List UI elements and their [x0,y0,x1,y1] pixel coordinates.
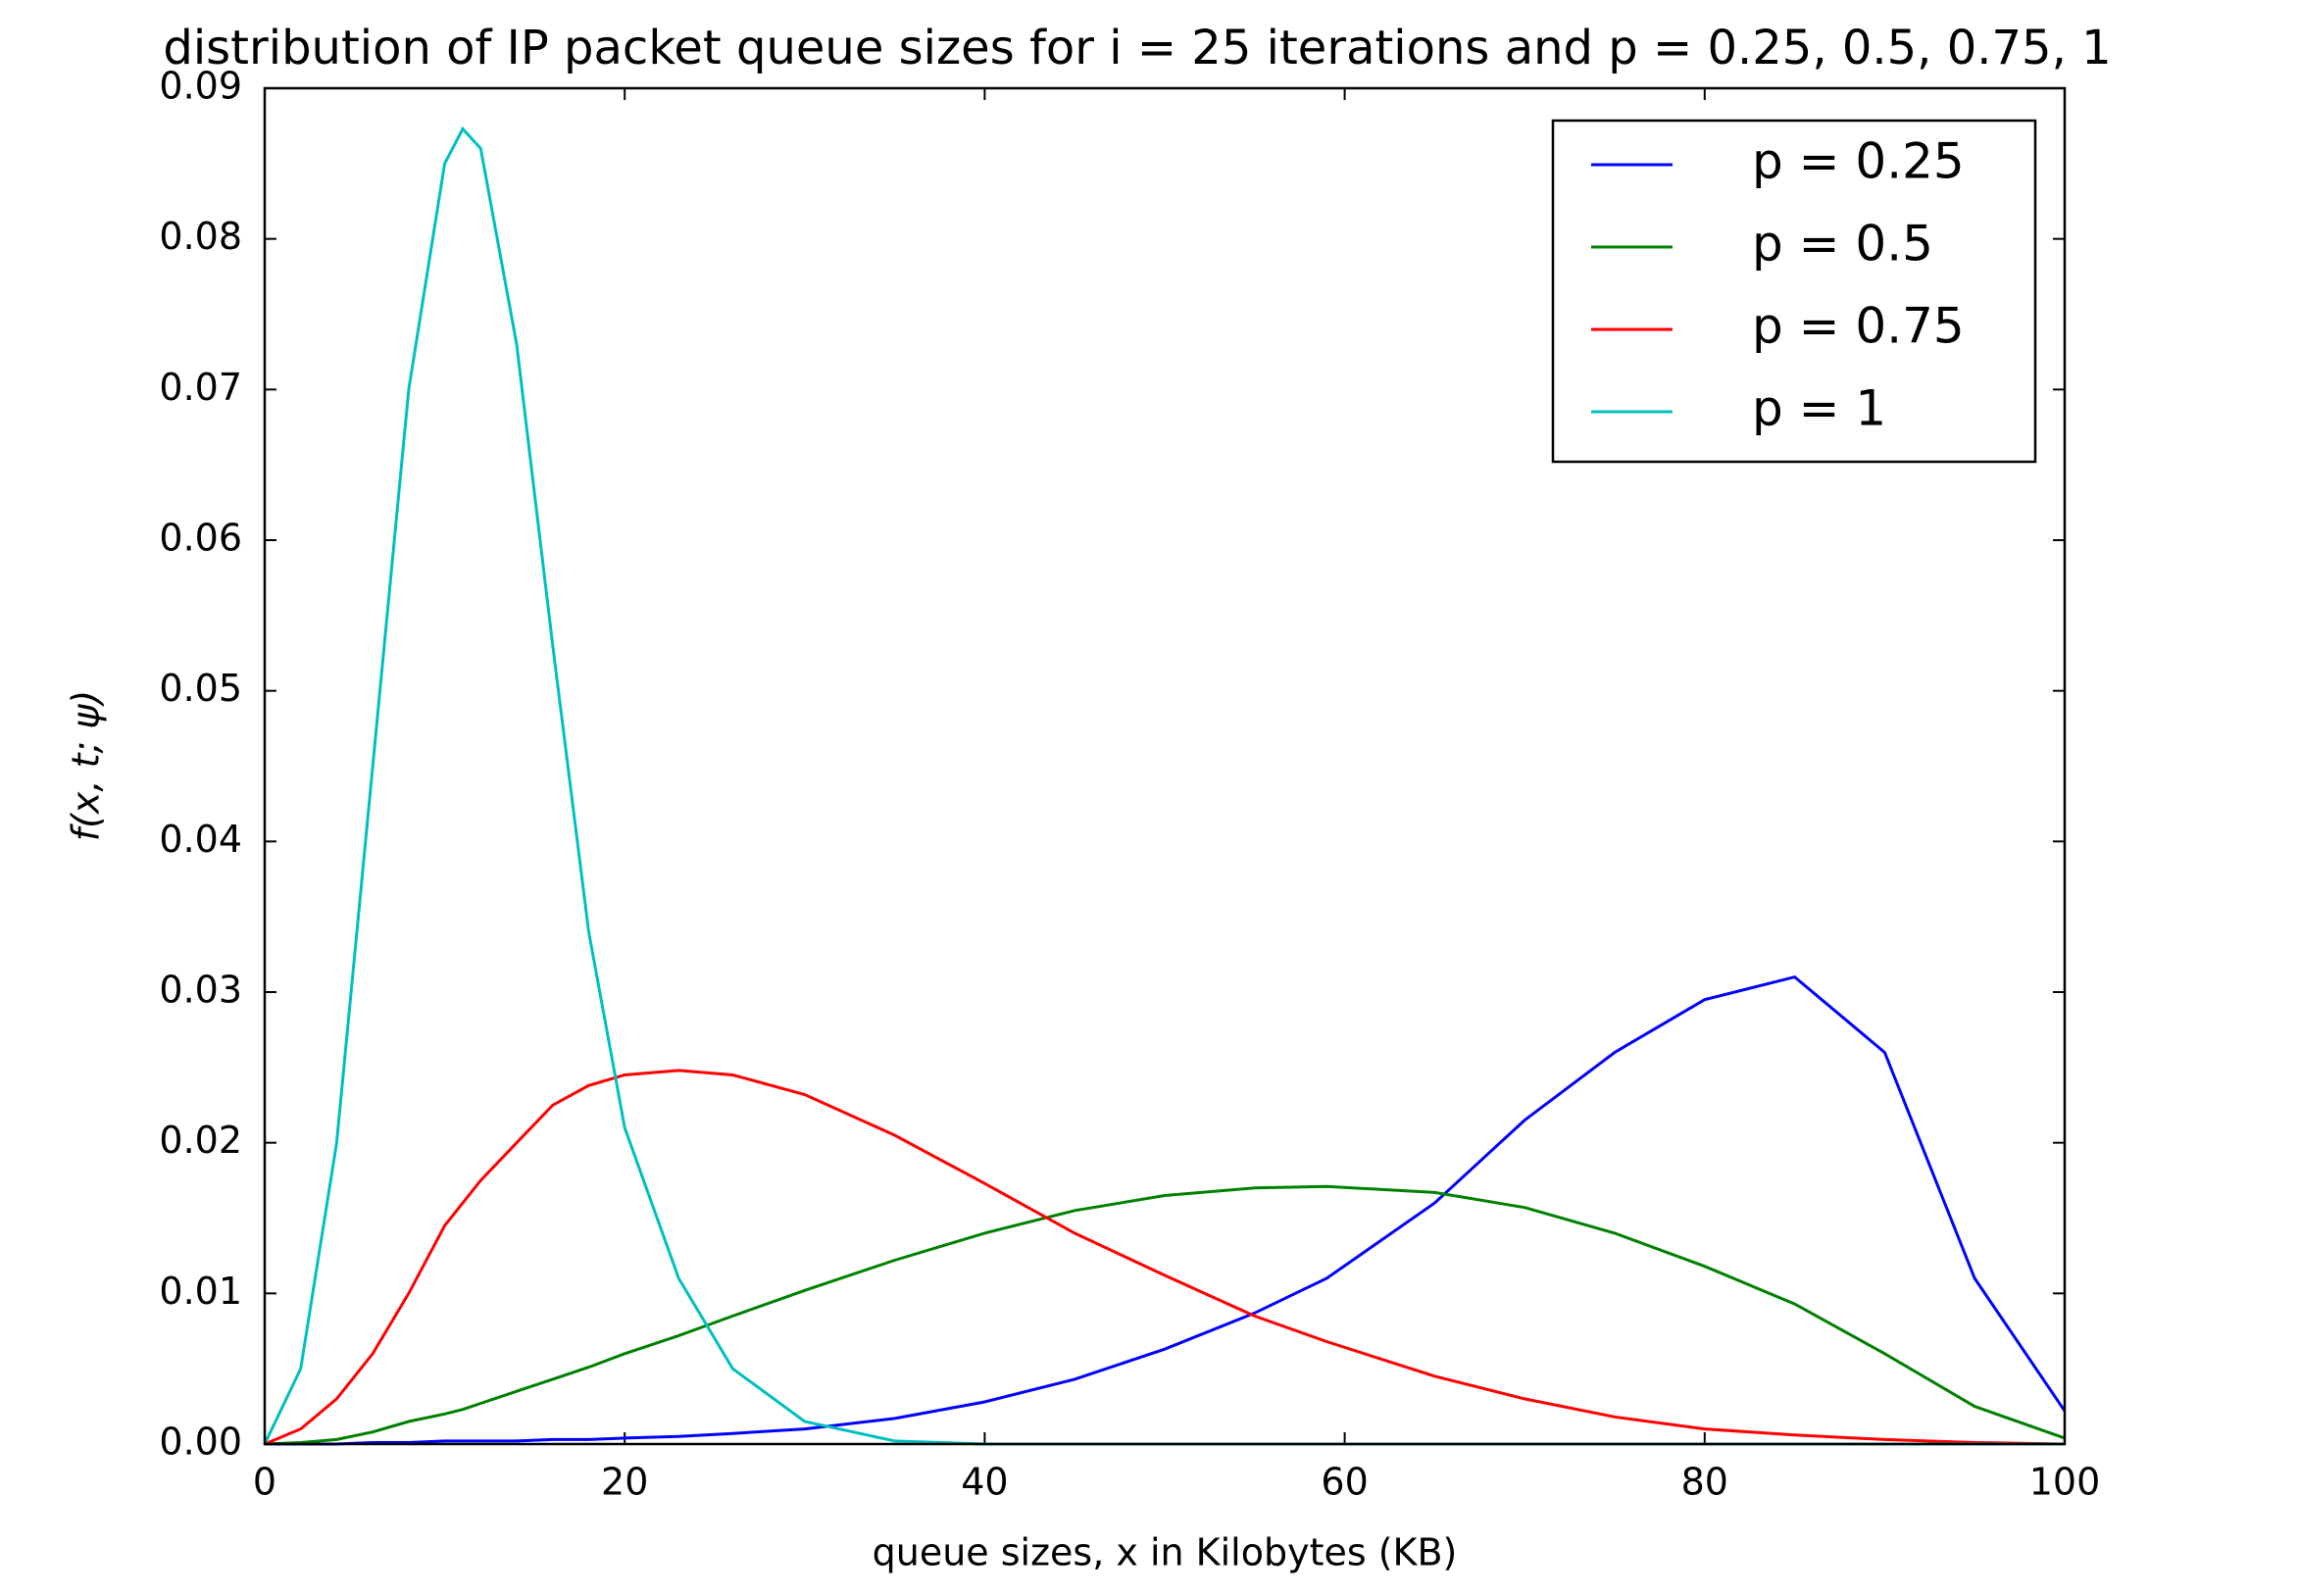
y-tick-label: 0.00 [159,1421,242,1464]
y-tick-label: 0.08 [159,215,242,258]
chart-title: distribution of IP packet queue sizes fo… [163,21,2111,75]
x-tick-label: 80 [1681,1461,1728,1504]
legend-label: p = 0.5 [1752,216,1933,273]
y-tick-label: 0.04 [159,818,242,861]
plot-frame [263,86,2067,1446]
x-axis-label: queue sizes, x in Kilobytes (KB) [873,1531,1458,1574]
y-tick-label: 0.09 [159,65,242,108]
data-line [264,1184,2066,1446]
x-tick-label: 100 [2029,1461,2101,1504]
y-tick-label: 0.05 [159,667,242,710]
legend-label: p = 0.75 [1752,298,1965,355]
y-tick-label: 0.06 [159,517,242,560]
y-tick-label: 0.03 [159,969,242,1012]
x-tick-label: 0 [253,1461,276,1504]
legend-box [1551,119,2037,464]
legend-label: p = 0.25 [1752,133,1965,190]
y-tick-label: 0.01 [159,1270,242,1313]
data-line [264,1069,2066,1446]
x-tick-label: 20 [601,1461,648,1504]
y-axis-label: f(x, t; ψ) [65,690,108,842]
x-tick-label: 60 [1321,1461,1368,1504]
y-tick-label: 0.07 [159,366,242,409]
legend-label: p = 1 [1752,380,1886,437]
data-line [265,974,2067,1446]
x-tick-label: 40 [961,1461,1008,1504]
y-tick-label: 0.02 [159,1119,242,1162]
